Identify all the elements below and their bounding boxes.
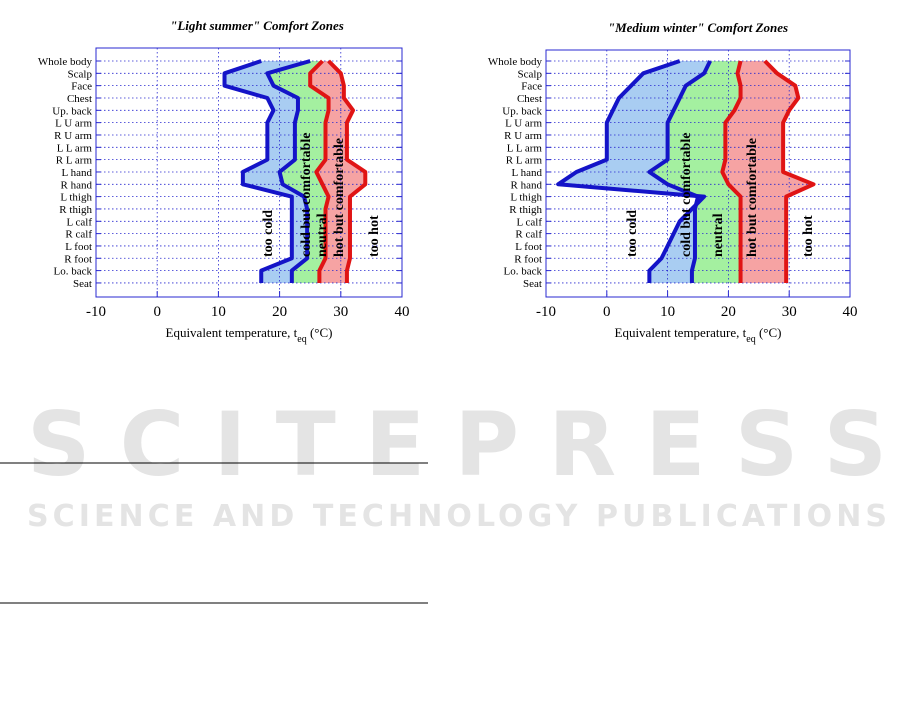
watermark-subtitle: SCIENCE AND TECHNOLOGY PUBLICATIONS [27,499,887,534]
y-tick-label: L calf [66,216,92,228]
y-tick-label: Lo. back [504,266,543,278]
x-axis-label-unit: (°C) [307,325,333,340]
zone-boundary [556,59,707,283]
y-tick-label: Seat [73,278,92,290]
y-tick-label: L thigh [510,192,542,204]
y-tick-label: Chest [67,93,92,105]
y-tick-label: Up. back [52,105,92,117]
y-tick-label: L L arm [507,142,543,154]
x-axis-label-sub: eq [746,334,755,345]
y-tick-label: R U arm [54,130,92,142]
y-tick-label: Chest [517,93,542,105]
x-tick-label: 0 [153,304,161,320]
y-tick-label: Scalp [68,68,93,80]
x-tick-label: 40 [395,304,410,320]
zone-fill [722,61,814,283]
y-tick-label: Whole body [38,56,93,68]
x-axis-label-text: Equivalent temperature, t [166,325,298,340]
x-axis-label-sub: eq [297,334,306,345]
x-tick-label: 20 [721,304,736,320]
y-tick-label: R calf [65,229,92,241]
y-tick-label: Face [71,81,92,93]
x-tick-label: 30 [333,304,348,320]
zone-label: too cold [261,210,276,257]
y-tick-label: Face [521,81,542,93]
y-tick-label: L calf [516,216,542,228]
chart: "Medium winter" Comfort Zones -10 0 10 20 30 4… [488,20,858,345]
zone-label: too cold [625,210,640,257]
x-tick-label: 20 [272,304,287,320]
zone-label: neutral [315,213,330,257]
x-tick-label: 30 [782,304,797,320]
watermark-title: SCITEPRESS [27,393,887,496]
zone-label: hot but comfortable [745,138,760,257]
y-tick-label: R foot [64,253,92,265]
x-axis-label-unit: (°C) [756,325,782,340]
y-tick-label: L U arm [55,118,92,130]
zone-fill [224,61,311,283]
y-tick-label: R U arm [504,130,542,142]
y-tick-label: L hand [512,167,543,179]
zone-boundary [327,59,368,283]
y-tick-label: R thigh [509,204,542,216]
y-tick-label: L hand [62,167,93,179]
zone-label: too hot [367,215,382,257]
chart: "Light summer" Comfort Zones -10 0 10 20 30 40… [38,18,410,345]
zone-label: cold but comfortable [679,133,694,257]
y-tick-label: R calf [515,229,542,241]
x-tick-label: 10 [211,304,226,320]
y-tick-label: L foot [515,241,542,253]
x-tick-label: -10 [86,304,106,320]
zone-boundary [720,60,743,283]
x-tick-label: 0 [603,304,611,320]
y-tick-label: Whole body [488,56,543,68]
y-tick-label: R L arm [506,155,543,167]
zone-boundary [763,59,816,283]
y-tick-label: L thigh [60,192,92,204]
chart-title: "Medium winter" Comfort Zones [608,20,788,35]
x-tick-label: -10 [536,304,556,320]
y-tick-label: Scalp [518,68,543,80]
x-tick-label: 40 [843,304,858,320]
y-tick-label: R thigh [59,204,92,216]
x-axis-label-text: Equivalent temperature, t [615,325,747,340]
watermark: SCITEPRESS SCIENCE AND TECHNOLOGY PUBLIC… [27,393,887,534]
chart-title: "Light summer" Comfort Zones [170,18,344,33]
x-tick-label: 10 [660,304,675,320]
y-tick-label: Lo. back [54,266,93,278]
zone-label: cold but comfortable [299,133,314,257]
zone-boundary [308,59,331,283]
y-tick-label: Seat [523,278,542,290]
zone-label: too hot [801,215,816,257]
y-tick-label: L L arm [57,142,93,154]
y-tick-label: L foot [65,241,92,253]
zone-label: hot but comfortable [332,138,347,257]
y-tick-label: Up. back [502,105,542,117]
y-tick-label: R hand [511,179,543,191]
zone-boundary [222,59,294,283]
zone-boundary [647,60,712,283]
plot-frame [545,49,851,298]
x-axis-label: Equivalent temperature, teq (°C) [166,325,333,345]
zone-label: neutral [711,213,726,257]
zone-fill [267,61,329,283]
y-tick-label: L U arm [505,118,542,130]
y-tick-label: R hand [61,179,93,191]
y-tick-label: R foot [514,253,542,265]
y-tick-label: R L arm [56,155,93,167]
zone-fill [310,61,366,283]
plot-frame [95,47,403,298]
x-axis-label: Equivalent temperature, teq (°C) [615,325,782,345]
zone-boundary [265,59,311,283]
